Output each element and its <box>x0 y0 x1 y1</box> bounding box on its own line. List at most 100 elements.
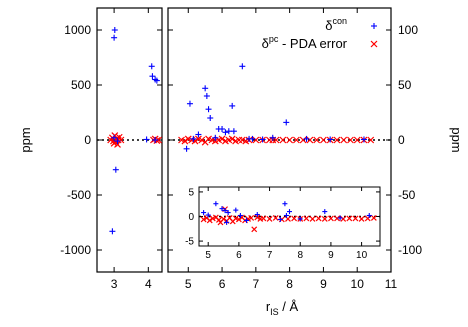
legend-marker-pc <box>370 40 378 48</box>
inset-point-con-1 <box>205 212 211 218</box>
inset-point-pc-34-b <box>340 216 347 222</box>
legend-marker-0-glyph <box>371 23 377 29</box>
inset-point-pc-23-b <box>272 215 279 221</box>
main-point-con-10 <box>225 128 232 135</box>
left-point-con-5 <box>114 138 121 145</box>
legend-label-pc-sup: pc <box>269 34 279 44</box>
legend-label-con-sup: con <box>332 16 347 26</box>
main-point-con-1 <box>186 100 193 107</box>
inset-y-tick-label-2: 5 <box>188 187 194 198</box>
main-point-con-11 <box>229 102 236 109</box>
inset-point-pc-39-b <box>370 215 377 221</box>
inset-point-pc-30-b <box>315 215 322 222</box>
inset-point-con-4 <box>222 208 228 214</box>
main-x-tick-label-6: 11 <box>385 277 398 291</box>
main-point-pc-12-b <box>218 135 226 143</box>
left-x-tick-label-0: 3 <box>111 277 118 291</box>
inset-x-tick-label-5: 10 <box>356 250 368 261</box>
left-point-con-9 <box>153 77 160 84</box>
y-axis-label-right: ppm <box>449 127 464 152</box>
main-point-pc-28-b <box>292 136 300 144</box>
legend: δcon δpc - PDA error <box>262 16 378 51</box>
main-point-pc-30 <box>306 136 314 144</box>
main-point-pc-39 <box>367 136 375 144</box>
inset-x-tick-label-4: 9 <box>328 250 334 261</box>
inset-ticks: -5 0 5 5 6 7 8 9 10 <box>185 187 380 261</box>
inset-point-con-3 <box>219 206 225 212</box>
left-y-tick-label-0: -1000 <box>60 243 91 257</box>
main-point-con-12 <box>230 128 237 135</box>
main-point-pc-21-b <box>252 136 260 144</box>
inset-point-con-14 <box>287 209 292 215</box>
legend-marker-1-glyph-b <box>370 40 378 48</box>
main-point-pc-26 <box>279 136 287 144</box>
main-point-con-8 <box>219 126 226 132</box>
inset-point-pc-2-b <box>206 217 213 224</box>
inset-point-pc-33-b <box>334 215 340 222</box>
main-point-con-21 <box>212 134 219 141</box>
inset-point-pc-17-b <box>248 215 255 221</box>
main-point-pc-32 <box>319 136 327 144</box>
inset-point-pc-10-b <box>226 215 233 221</box>
inset-point-con-7 <box>233 207 239 213</box>
left-y-tick-label-1: -500 <box>67 188 91 202</box>
main-x-tick-label-2: 7 <box>253 277 260 291</box>
main-x-tick-label-0: 5 <box>185 277 192 291</box>
main-point-pc-31-b <box>313 136 321 144</box>
inset-point-pc-34 <box>340 216 347 222</box>
left-y-tick-label-2: 0 <box>84 133 91 147</box>
main-point-con-6 <box>207 115 214 121</box>
main-point-pc-6 <box>198 136 206 144</box>
inset-point-con-13 <box>283 213 289 219</box>
inset-point-pc-4-b <box>212 214 219 221</box>
main-point-pc-31 <box>313 136 321 144</box>
inset-point-pc-37 <box>358 216 365 222</box>
main-point-pc-21 <box>252 136 260 144</box>
inset-point-pc-2 <box>206 217 213 224</box>
inset-point-con-0 <box>201 210 207 216</box>
main-y-tick-label-0: -100 <box>398 243 422 257</box>
legend-label-con: δcon <box>325 16 347 33</box>
inset-point-pc-31-b <box>321 216 328 222</box>
left-point-pc-9-b <box>109 137 117 145</box>
main-point-pc-5-b <box>194 135 202 143</box>
main-y-tick-label-1: -50 <box>398 188 416 202</box>
left-point-pc-9 <box>109 137 117 145</box>
inset-panel: -5 0 5 5 6 7 8 9 10 <box>185 186 381 261</box>
main-point-con-0 <box>183 145 190 152</box>
main-point-con-4 <box>203 93 210 99</box>
main-point-pc-1-b <box>181 137 189 145</box>
main-point-pc-18-b <box>238 136 246 144</box>
inset-point-pc-22-b <box>266 216 273 222</box>
main-point-pc-29 <box>299 136 307 144</box>
main-point-pc-25-b <box>272 136 280 144</box>
inset-point-con-18 <box>366 213 372 219</box>
inset-point-con-9 <box>244 217 250 223</box>
inset-y-tick-label-0: -5 <box>185 237 194 248</box>
inset-point-pc-23 <box>272 215 279 221</box>
main-point-con-15 <box>269 134 276 141</box>
main-point-con-9 <box>222 129 229 136</box>
inset-point-pc-28-b <box>303 215 310 222</box>
main-point-pc-0-b <box>178 136 185 144</box>
left-ticks: -1000 -500 0 500 1000 3 4 <box>60 8 162 291</box>
left-point-con-2 <box>111 34 118 41</box>
left-point-pc-14-b <box>155 136 163 144</box>
inset-point-pc-31 <box>321 216 328 222</box>
main-x-tick-label-5: 10 <box>351 277 365 291</box>
left-point-con-1 <box>111 27 118 33</box>
left-point-con-4 <box>111 134 118 141</box>
inset-point-pc-26 <box>291 215 298 222</box>
y-axis-label-left: ppm <box>18 127 33 152</box>
left-point-pc-10-b <box>117 136 125 144</box>
inset-point-pc-29 <box>309 216 316 222</box>
left-point-con-6 <box>148 63 155 70</box>
main-point-pc-28 <box>292 136 300 144</box>
main-point-con-13 <box>239 63 246 70</box>
main-point-con-2 <box>195 131 202 138</box>
main-point-pc-27 <box>286 136 294 144</box>
main-point-pc-30-b <box>306 136 314 144</box>
x-axis-label-base: r <box>266 299 271 314</box>
inset-point-con-8 <box>237 213 243 219</box>
